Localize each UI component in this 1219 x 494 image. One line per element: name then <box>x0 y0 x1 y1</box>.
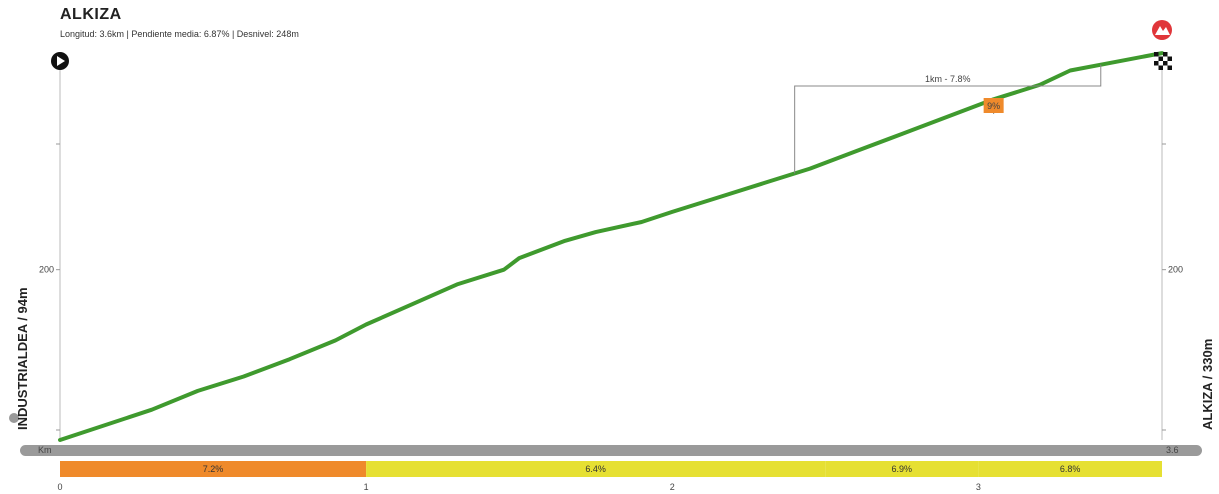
distance-axis-label: Km <box>38 445 52 455</box>
checkered-square <box>1154 52 1159 57</box>
checkered-square <box>1158 65 1163 70</box>
start-dot-icon <box>9 413 19 423</box>
y-tick-label-left: 200 <box>39 265 54 275</box>
gradient-segment-label: 6.4% <box>585 464 606 474</box>
start-label: INDUSTRIALDEA / 94m <box>15 287 30 430</box>
distance-axis-bar <box>20 445 1202 456</box>
climb-stats: Longitud: 3.6km | Pendiente media: 6.87%… <box>60 29 299 39</box>
checkered-square <box>1163 52 1168 57</box>
x-tick-label: 3 <box>976 482 981 492</box>
x-tick-label: 1 <box>364 482 369 492</box>
mountain-icon-glyph <box>1155 26 1170 35</box>
page-title: ALKIZA <box>60 6 122 23</box>
checkered-flag-icon <box>1154 52 1172 70</box>
max-grade-badge <box>983 98 1004 113</box>
gradient-segment <box>60 461 367 477</box>
max-grade-label: 9% <box>987 101 1000 111</box>
gradient-segment <box>366 461 826 477</box>
gradient-segment-label: 7.2% <box>203 464 224 474</box>
gradient-segment-label: 6.9% <box>892 464 913 474</box>
gradient-segment <box>978 461 1162 477</box>
y-tick-label-right: 200 <box>1168 265 1183 275</box>
gradient-segment-label: 6.8% <box>1060 464 1081 474</box>
checkered-square <box>1158 56 1163 61</box>
steepest-km-label: 1km - 7.8% <box>925 74 971 84</box>
checkered-square <box>1163 61 1168 66</box>
gradient-segment <box>825 461 979 477</box>
checkered-square <box>1167 56 1172 61</box>
checkered-square <box>1154 61 1159 66</box>
distance-max-label: 3.6 <box>1166 445 1179 455</box>
end-label: ALKIZA / 330m <box>1200 339 1215 430</box>
x-tick-label: 2 <box>670 482 675 492</box>
x-tick-label: 0 <box>57 482 62 492</box>
checkered-square <box>1167 65 1172 70</box>
steepest-km-bracket <box>794 64 1102 174</box>
play-icon-glyph <box>57 56 65 66</box>
